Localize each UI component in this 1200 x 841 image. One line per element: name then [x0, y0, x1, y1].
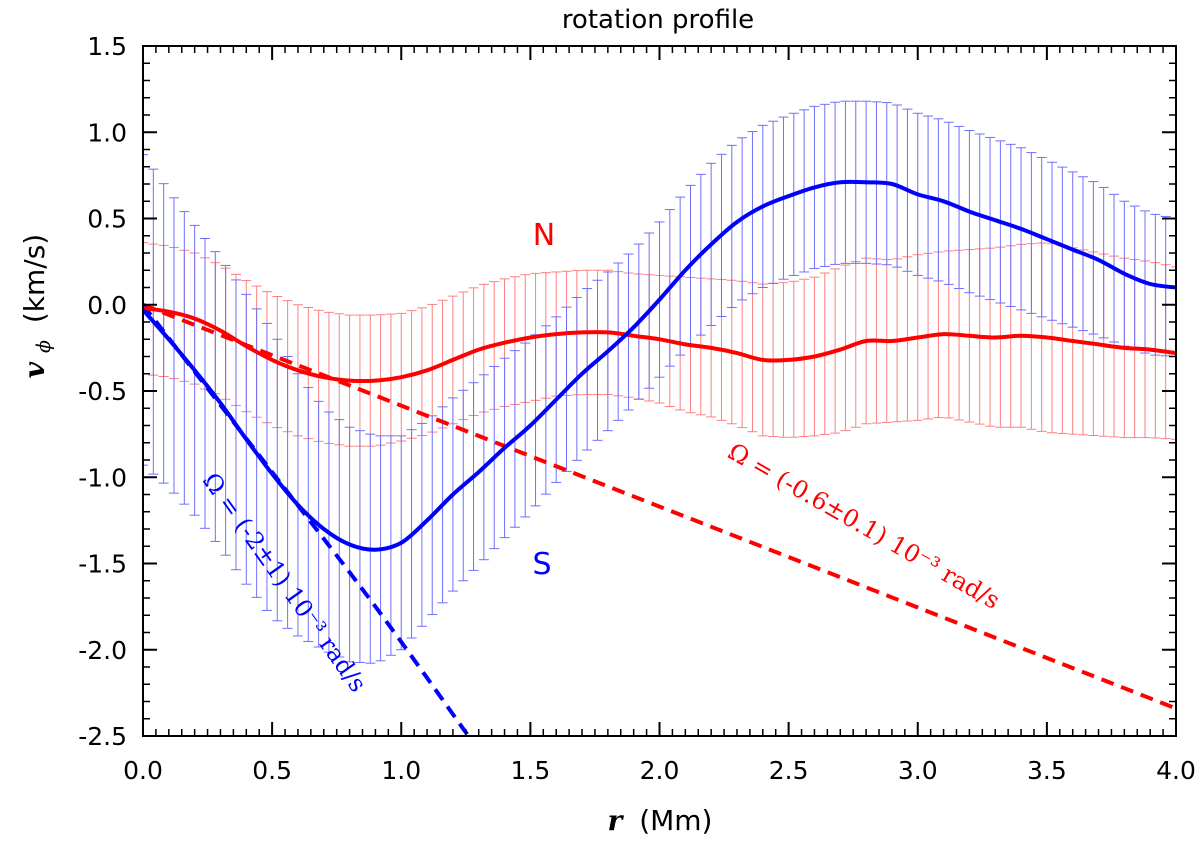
y-tick-label: 1.0 [87, 118, 127, 147]
x-tick-label: 2.5 [769, 756, 809, 785]
y-tick-label: -0.5 [78, 377, 127, 406]
y-axis-title: v ϕ (km/s) [18, 234, 57, 378]
chart-title: rotation profile [562, 5, 754, 35]
series-label-n: N [533, 218, 555, 253]
x-tick-label: 1.5 [510, 756, 550, 785]
y-axis-subscript: ϕ [33, 340, 55, 353]
y-tick-label: 1.5 [87, 32, 127, 61]
x-tick-label: 4.0 [1156, 756, 1196, 785]
series-line-north [143, 306, 1176, 384]
y-tick-label: -1.0 [78, 463, 127, 492]
plot-content [143, 100, 1176, 736]
x-tick-label: 0.5 [252, 756, 292, 785]
annotation-omega-south: Ω = (-2±1) 10⁻³ rad/s [197, 467, 372, 697]
x-tick-label: 3.5 [1027, 756, 1067, 785]
x-axis-title: r (Mm) [608, 804, 713, 837]
axis-ticks: 0.0 0.5 1.0 1.5 2.0 2.5 3.0 3.5 4.0 1.5 1.0 0.5 0.0 -… [78, 32, 1196, 785]
x-axis-symbol: r [608, 804, 625, 837]
x-tick-label: 0.0 [123, 756, 163, 785]
annotation-omega-north: Ω = (-0.6±0.1) 10⁻³ rad/s [723, 437, 1004, 614]
series-label-s: S [532, 547, 551, 582]
x-axis-unit: (Mm) [639, 804, 712, 837]
y-axis-symbol: v [18, 361, 51, 378]
x-tick-label: 1.0 [381, 756, 421, 785]
y-tick-label: -2.0 [78, 636, 127, 665]
y-tick-label: 0.5 [87, 205, 127, 234]
y-axis-unit: (km/s) [18, 234, 51, 323]
y-tick-label: -2.5 [78, 722, 127, 751]
x-tick-label: 3.0 [898, 756, 938, 785]
x-tick-label: 2.0 [640, 756, 680, 785]
y-tick-label: 0.0 [87, 291, 127, 320]
y-tick-label: -1.5 [78, 550, 127, 579]
series-line-south [143, 179, 1176, 552]
